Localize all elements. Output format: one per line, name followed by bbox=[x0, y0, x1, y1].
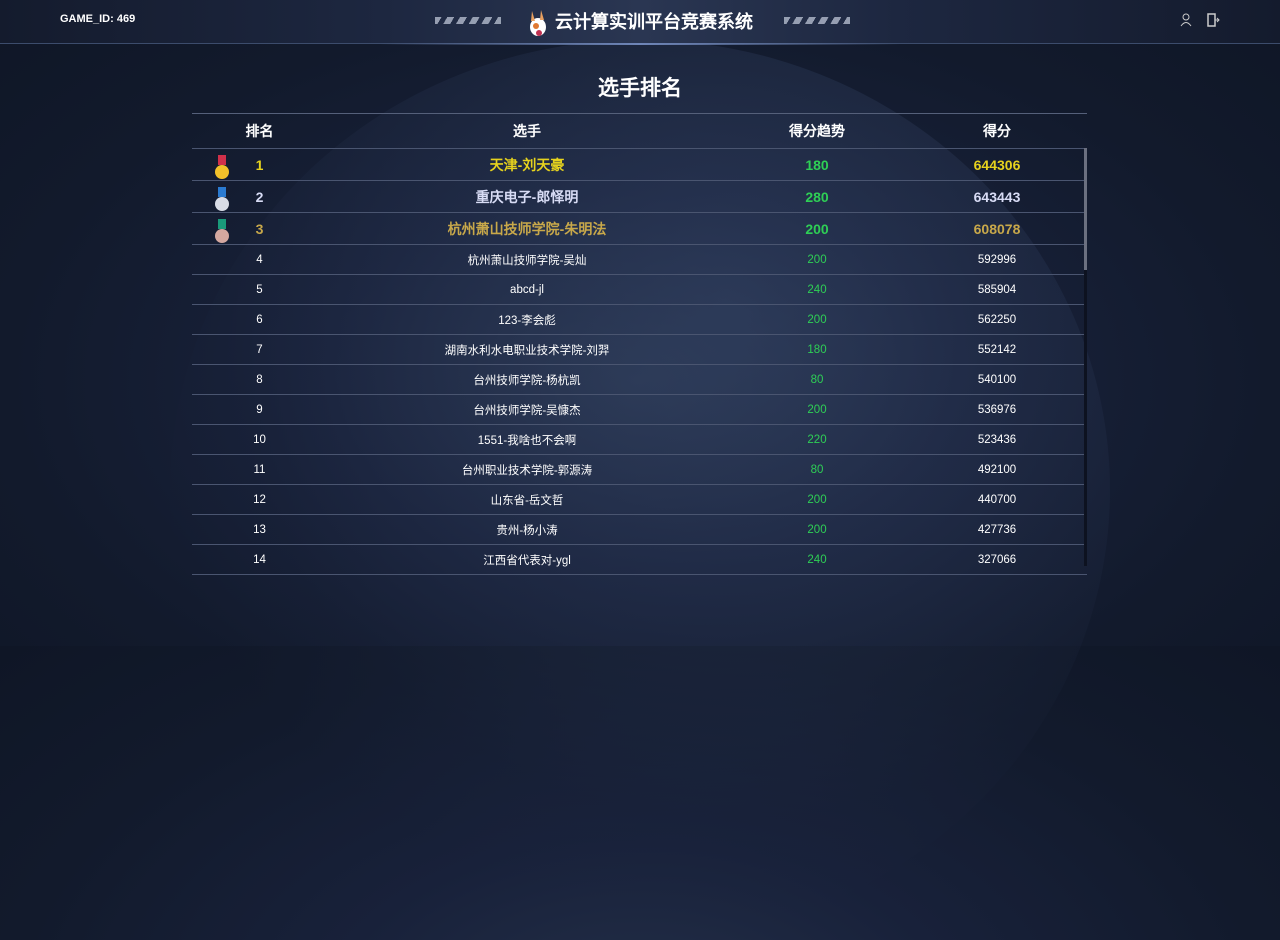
trend-cell: 80 bbox=[810, 373, 824, 386]
rank-cell: 6 bbox=[256, 313, 263, 326]
player-cell: 1551-我啥也不会啊 bbox=[477, 434, 577, 447]
score-cell: 643443 bbox=[973, 188, 1021, 205]
table-row: 6 123-李会彪 200 562250 bbox=[192, 305, 1087, 335]
player-cell: 台州技师学院-杨杭凯 bbox=[473, 374, 581, 387]
score-cell: 552142 bbox=[977, 343, 1017, 356]
trend-cell: 200 bbox=[807, 253, 827, 266]
table-row: 3 杭州萧山技师学院-朱明法 200 608078 bbox=[192, 213, 1087, 245]
decor-stripes-right bbox=[784, 17, 850, 24]
score-cell: 540100 bbox=[977, 373, 1017, 386]
decor-stripes-left bbox=[435, 17, 501, 24]
rank-cell: 9 bbox=[256, 403, 263, 416]
col-score: 得分 bbox=[983, 123, 1011, 139]
trend-cell: 240 bbox=[807, 553, 827, 566]
player-cell: 天津-刘天豪 bbox=[489, 156, 565, 173]
rank-cell: 8 bbox=[256, 373, 263, 386]
table-row: 8 台州技师学院-杨杭凯 80 540100 bbox=[192, 365, 1087, 395]
app-title: 云计算实训平台竞赛系统 bbox=[0, 8, 1280, 37]
table-row: 2 重庆电子-郎怿明 280 643443 bbox=[192, 181, 1087, 213]
trend-cell: 240 bbox=[807, 283, 827, 296]
player-cell: 台州技师学院-吴慷杰 bbox=[473, 404, 581, 417]
score-cell: 644306 bbox=[973, 156, 1021, 173]
player-cell: 123-李会彪 bbox=[498, 314, 556, 327]
trend-cell: 200 bbox=[807, 493, 827, 506]
trend-cell: 200 bbox=[807, 403, 827, 416]
score-cell: 592996 bbox=[977, 253, 1017, 266]
score-cell: 585904 bbox=[977, 283, 1017, 296]
page-title: 选手排名 bbox=[598, 77, 682, 100]
trend-cell: 200 bbox=[807, 313, 827, 326]
game-id: GAME_ID: 469 bbox=[60, 13, 136, 25]
rank-cell: 1 bbox=[192, 154, 327, 179]
table-row: 4 杭州萧山技师学院-吴灿 200 592996 bbox=[192, 245, 1087, 275]
score-cell: 492100 bbox=[977, 463, 1017, 476]
player-cell: 杭州萧山技师学院-吴灿 bbox=[467, 254, 587, 267]
trend-cell: 280 bbox=[805, 188, 829, 205]
trend-cell: 180 bbox=[805, 156, 829, 173]
table-row: 11 台州职业技术学院-郭源涛 80 492100 bbox=[192, 455, 1087, 485]
rank-cell: 10 bbox=[253, 433, 266, 446]
col-player: 选手 bbox=[513, 123, 541, 139]
score-cell: 562250 bbox=[977, 313, 1017, 326]
player-cell: 杭州萧山技师学院-朱明法 bbox=[447, 220, 607, 237]
player-cell: 湖南水利水电职业技术学院-刘羿 bbox=[444, 344, 610, 357]
score-cell: 608078 bbox=[973, 220, 1021, 237]
table-row: 14 江西省代表对-ygl 240 327066 bbox=[192, 545, 1087, 575]
user-icon[interactable] bbox=[1180, 13, 1194, 27]
score-cell: 523436 bbox=[977, 433, 1017, 446]
logout-icon[interactable] bbox=[1206, 13, 1220, 27]
bronze-medal-icon bbox=[215, 218, 229, 243]
score-cell: 440700 bbox=[977, 493, 1017, 506]
player-cell: 山东省-岳文哲 bbox=[490, 494, 564, 507]
trend-cell: 80 bbox=[810, 463, 824, 476]
logo-icon bbox=[530, 10, 546, 37]
player-cell: 江西省代表对-ygl bbox=[483, 554, 571, 567]
rank-cell: 4 bbox=[256, 253, 263, 266]
rank-cell: 7 bbox=[256, 343, 263, 356]
trend-cell: 200 bbox=[807, 523, 827, 536]
table-row: 12 山东省-岳文哲 200 440700 bbox=[192, 485, 1087, 515]
gold-medal-icon bbox=[215, 154, 229, 179]
score-cell: 327066 bbox=[977, 553, 1017, 566]
rank-cell: 11 bbox=[253, 463, 266, 476]
rank-cell: 3 bbox=[192, 218, 327, 243]
scrollbar-track[interactable] bbox=[1084, 148, 1087, 566]
col-rank: 排名 bbox=[245, 123, 274, 139]
rank-cell: 13 bbox=[253, 523, 266, 536]
player-cell: 贵州-杨小涛 bbox=[496, 524, 558, 537]
score-cell: 536976 bbox=[977, 403, 1017, 416]
player-cell: 台州职业技术学院-郭源涛 bbox=[461, 464, 593, 477]
trend-cell: 200 bbox=[805, 220, 829, 237]
table-row: 9 台州技师学院-吴慷杰 200 536976 bbox=[192, 395, 1087, 425]
player-cell: 重庆电子-郎怿明 bbox=[475, 188, 579, 205]
table-row: 1 天津-刘天豪 180 644306 bbox=[192, 149, 1087, 181]
rank-cell: 2 bbox=[192, 186, 327, 211]
table-row: 7 湖南水利水电职业技术学院-刘羿 180 552142 bbox=[192, 335, 1087, 365]
silver-medal-icon bbox=[215, 186, 229, 211]
trend-cell: 180 bbox=[807, 343, 827, 356]
col-trend: 得分趋势 bbox=[789, 123, 845, 139]
table-row: 5 abcd-jl 240 585904 bbox=[192, 275, 1087, 305]
top-bar: GAME_ID: 469 云计算实训平台竞赛系统 bbox=[0, 0, 1280, 45]
table-header: 排名 选手 得分趋势 得分 bbox=[192, 114, 1087, 149]
ranking-table: 排名 选手 得分趋势 得分 1 天津-刘天豪 180 644306 2 重庆电子-… bbox=[192, 113, 1087, 575]
rank-cell: 5 bbox=[256, 283, 263, 296]
scrollbar-thumb[interactable] bbox=[1084, 148, 1087, 270]
rank-cell: 12 bbox=[253, 493, 266, 506]
table-row: 13 贵州-杨小涛 200 427736 bbox=[192, 515, 1087, 545]
player-cell: abcd-jl bbox=[510, 283, 544, 296]
score-cell: 427736 bbox=[977, 523, 1017, 536]
table-row: 10 1551-我啥也不会啊 220 523436 bbox=[192, 425, 1087, 455]
rank-cell: 14 bbox=[253, 553, 266, 566]
trend-cell: 220 bbox=[807, 433, 827, 446]
